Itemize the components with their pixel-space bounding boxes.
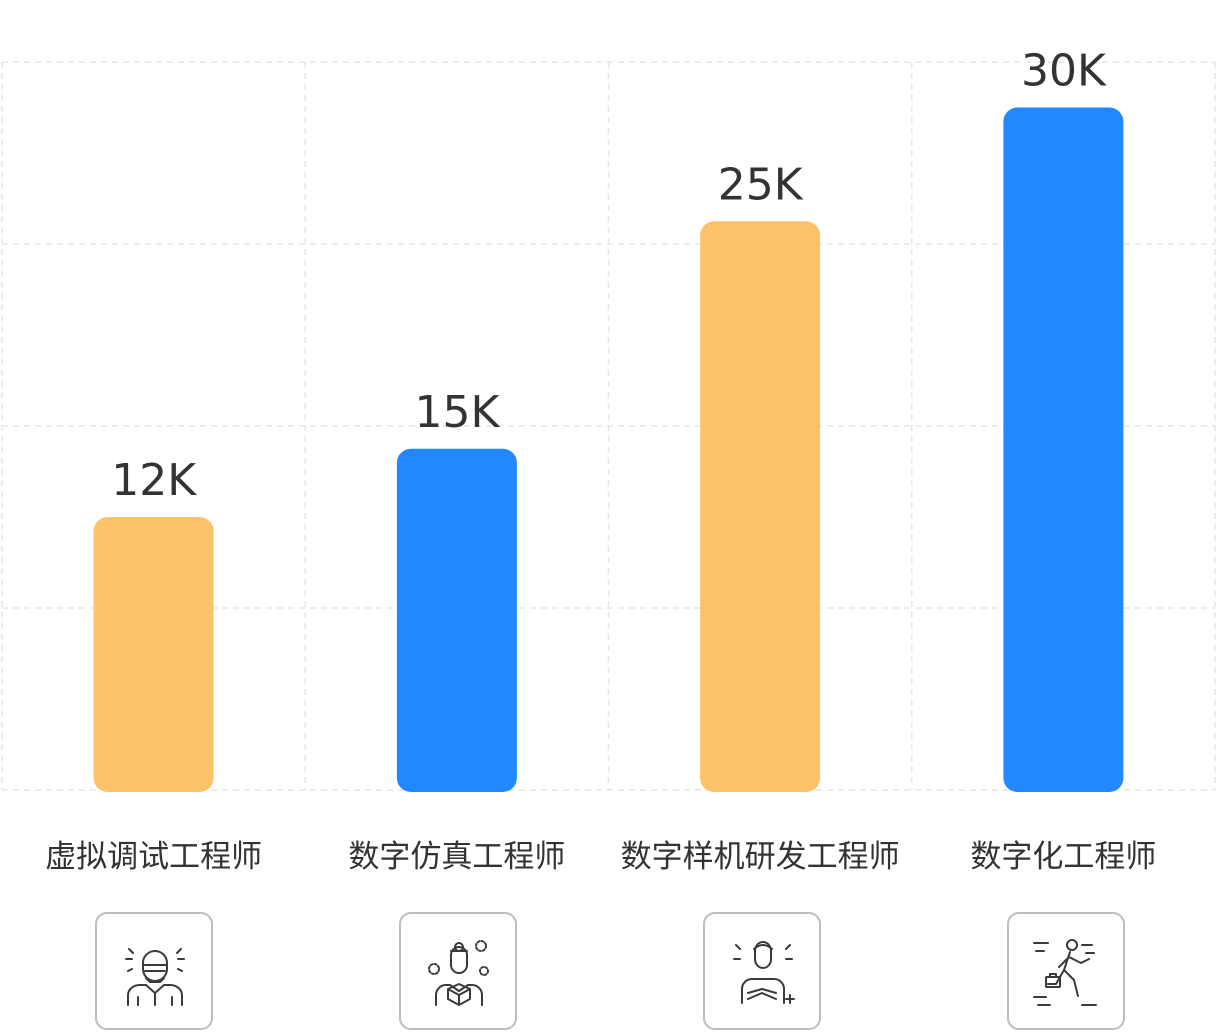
engineer-with-box-icon <box>428 940 489 1006</box>
category-label: 数字仿真工程师 <box>348 839 565 875</box>
icon-card-4 <box>1007 912 1125 1030</box>
icon-card-2 <box>399 912 517 1030</box>
thinking-engineer-icon <box>733 941 795 1004</box>
category-label: 虚拟调试工程师 <box>45 839 262 875</box>
bar-value-label: 12K <box>111 455 197 506</box>
icon-card-3 <box>703 912 821 1030</box>
running-engineer-icon <box>1033 939 1097 1006</box>
bar-value-label: 25K <box>718 159 804 210</box>
chart-bars <box>93 107 1124 792</box>
bar <box>1003 107 1124 792</box>
bar <box>700 221 821 792</box>
category-label: 数字化工程师 <box>970 839 1156 875</box>
bar-value-label: 30K <box>1021 46 1107 97</box>
chart-category-labels: 虚拟调试工程师 数字仿真工程师 数字样机研发工程师 数字化工程师 <box>45 839 1156 875</box>
bar <box>93 517 214 792</box>
masked-engineer-icon <box>125 948 185 1006</box>
bar-chart: 12K 15K 25K 30K 虚拟调试工程师 数字仿真工程师 数字样机研发工程师 数字化工… <box>1 46 1216 875</box>
chart-value-labels: 12K 15K 25K 30K <box>111 46 1107 507</box>
icon-card-1 <box>95 912 213 1030</box>
bar <box>396 448 517 792</box>
bar-value-label: 15K <box>414 387 500 438</box>
category-label: 数字样机研发工程师 <box>621 839 900 875</box>
